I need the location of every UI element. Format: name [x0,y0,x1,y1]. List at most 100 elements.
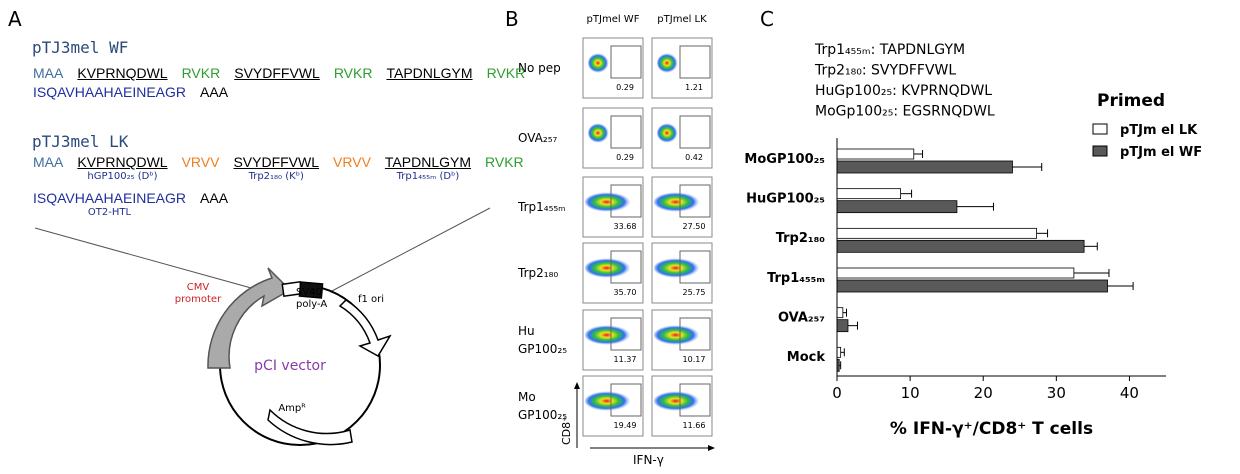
panel-letter: B [505,7,519,31]
sequence-segment: ISQAVHAAHAEINEAGR [33,84,186,100]
segment-note: OT2-HTL [87,207,132,218]
sequence-segment: RVKR [334,65,373,81]
gate [679,317,711,351]
segment-text: SVYDFFVWL [233,154,320,170]
gate-percent: 0.42 [685,153,703,162]
segment-text: TAPDNLGYM [384,154,471,170]
segment-text: KVPRNQDWL [77,154,168,170]
segment-text: ISQAVHAAHAEINEAGR [33,84,187,100]
bar [836,227,1037,239]
x-tick-label: 20 [974,384,993,402]
segment-text: RVKR [485,154,524,170]
legend-label: pTJm el LK [1120,123,1198,138]
column-header: pTJmel LK [657,14,707,25]
gate-percent: 0.29 [616,153,634,162]
gate [610,317,642,351]
gate [610,250,642,284]
segment-text: SVYDFFVWL [234,65,320,81]
segment-note: Trp1₄₅₅ₘ (Dᵇ) [396,171,460,182]
gate-percent: 1.21 [685,83,703,92]
cell-density [585,391,633,411]
segment-text: AAA [200,84,229,100]
segment-text: MAA [33,65,64,81]
gate [679,383,711,417]
cell-density [654,325,702,345]
sequence-segment: TAPDNLGYM [386,65,472,81]
sequence-line: ISQAVHAAHAEINEAGR OT2-HTL AAA [33,190,242,218]
flow-y-label: CD8⁺ [560,416,573,445]
segment-text: VRVV [181,154,220,170]
row-label: Hu [518,324,535,338]
peptide-label: Trp2₁₈₀: SVYDFFVWL [814,63,956,79]
sequence-segment: RVKR [487,65,526,81]
bar [836,319,849,333]
arrow-head [708,445,715,451]
row-label: Trp1₄₅₅ₘ [517,200,566,214]
y-tick-label: Mock [787,350,826,365]
bar [836,346,842,358]
segment-text: MAA [33,154,64,170]
gate-percent: 27.50 [683,222,706,231]
gate-percent: 35.70 [614,288,637,297]
arrow-head [574,382,580,389]
resistance-label: Ampᴿ [278,403,306,414]
y-tick-label: Trp1₄₅₅ₘ [767,271,825,286]
gate-percent: 25.75 [683,288,706,297]
plasmid-diagram [34,207,491,446]
gate [679,115,711,149]
gate-percent: 19.49 [614,421,637,430]
y-tick-label: Trp2₁₈₀ [776,231,826,246]
peptide-label: MoGp100₂₅: EGSRNQDWL [815,104,995,120]
y-tick-label: HuGP100₂₅ [746,192,825,207]
polya-label: poly-A [296,299,327,310]
row-label: Mo [518,390,536,404]
bar [836,239,1085,253]
bar [836,200,958,214]
cell-density [588,53,610,73]
panel-letter: C [760,7,774,31]
sequence-segment: RVKR [485,154,524,182]
legend-swatch [1092,145,1108,157]
gate [679,184,711,218]
sequence-segment: VRVV [333,154,371,182]
ori-label: f1 ori [358,294,384,305]
polya-label: SV40 [296,287,322,298]
construct-title: pTJ3mel WF [32,38,129,57]
row-label: No pep [518,61,561,75]
sequence-segment: AAA [200,84,228,100]
segment-note: Trp2₁₈₀ (Kᵇ) [248,171,304,182]
promoter-label: CMV [187,282,210,293]
promoter-label: promoter [175,294,222,305]
gate [610,184,642,218]
bar [836,188,902,200]
gate-percent: 11.66 [683,421,706,430]
row-label: OVA₂₅₇ [518,131,558,145]
gate [610,45,642,79]
y-tick-label: MoGP100₂₅ [744,152,825,167]
gate [679,250,711,284]
column-header: pTJmel WF [587,14,640,25]
segment-text: KVPRNQDWL [77,65,168,81]
cell-density [588,123,610,143]
gate [679,45,711,79]
construct-title: pTJ3mel LK [32,132,129,151]
segment-text: RVKR [486,65,526,81]
y-tick-label: OVA₂₅₇ [778,311,825,326]
sequence-segment: MAA [33,65,63,81]
cell-density [657,123,679,143]
cell-density [657,53,679,73]
peptide-label: HuGp100₂₅: KVPRNQDWL [815,83,992,99]
cell-density [585,325,633,345]
sequence-segment: SVYDFFVWL [234,65,320,81]
gate-percent: 11.37 [614,355,637,364]
segment-text: RVKR [333,65,373,81]
legend-swatch [1092,123,1108,135]
sequence-line: MAA KVPRNQDWL RVKR SVYDFFVWL RVKR TAPDNLGYM RV… [33,65,539,81]
bar [836,267,1075,279]
legend-title: Primed [1097,91,1165,111]
gate [610,383,642,417]
legend-label: pTJm el WF [1120,145,1202,160]
segment-text: AAA [200,190,229,206]
